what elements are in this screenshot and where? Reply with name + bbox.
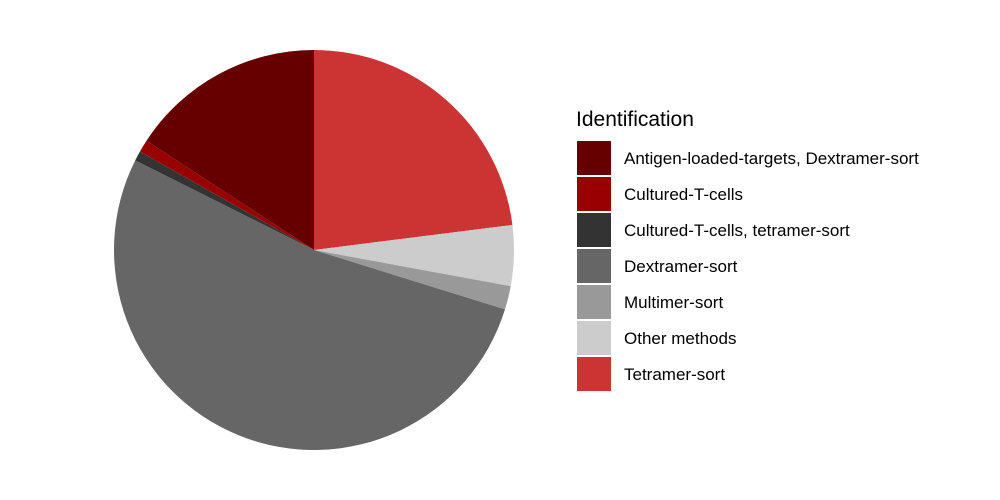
- legend-item: Other methods: [577, 321, 736, 355]
- pie-slice-cultured-t-cells: [139, 140, 314, 250]
- legend-item: Multimer-sort: [577, 285, 723, 319]
- legend-swatch: [577, 213, 611, 247]
- legend-item: Cultured-T-cells, tetramer-sort: [577, 213, 850, 247]
- legend-label: Tetramer-sort: [624, 365, 725, 384]
- legend-label: Other methods: [624, 329, 736, 348]
- legend-label: Multimer-sort: [624, 293, 723, 312]
- legend-item: Cultured-T-cells: [577, 177, 743, 211]
- legend: Identification Antigen-loaded-targets, D…: [576, 108, 919, 391]
- legend-swatch: [577, 249, 611, 283]
- legend-swatch: [577, 357, 611, 391]
- legend-title: Identification: [576, 108, 694, 131]
- legend-item: Dextramer-sort: [577, 249, 738, 283]
- pie-slice-multimer-sort: [314, 250, 511, 310]
- pie-slice-antigen-loaded-targets-dextramer-sort: [146, 49, 314, 250]
- legend-swatch: [577, 141, 611, 175]
- legend-swatch: [577, 321, 611, 355]
- pie-slices: [113, 49, 514, 450]
- legend-label: Cultured-T-cells: [624, 185, 743, 204]
- legend-item: Tetramer-sort: [577, 357, 725, 391]
- legend-label: Cultured-T-cells, tetramer-sort: [624, 221, 850, 240]
- legend-label: Dextramer-sort: [624, 257, 738, 276]
- pie-slice-tetramer-sort: [314, 50, 513, 250]
- legend-label: Antigen-loaded-targets, Dextramer-sort: [624, 149, 919, 168]
- pie-slice-dextramer-sort: [113, 160, 505, 450]
- legend-swatch: [577, 285, 611, 319]
- legend-swatch: [577, 177, 611, 211]
- pie-slice-cultured-t-cells-tetramer-sort: [135, 151, 314, 250]
- pie-slice-other-methods: [314, 224, 514, 287]
- legend-item: Antigen-loaded-targets, Dextramer-sort: [577, 141, 919, 175]
